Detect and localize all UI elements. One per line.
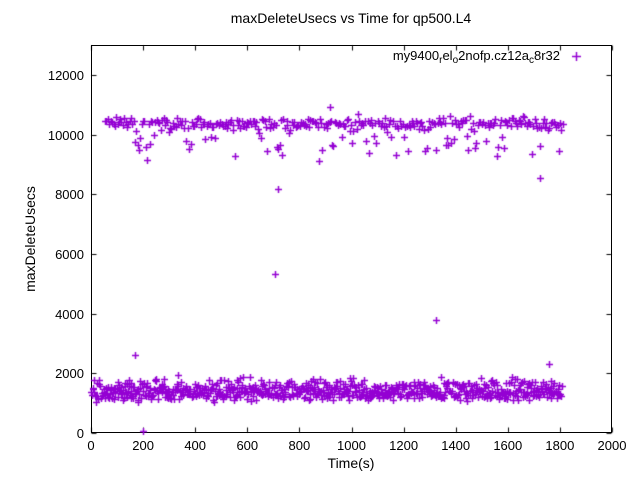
x-tick-label: 0 — [87, 438, 95, 453]
legend-subscript: o — [452, 55, 459, 66]
y-tick-label: 0 — [76, 426, 84, 441]
y-tick-label: 2000 — [55, 366, 84, 382]
legend-segment: 2nofp.cz12a — [458, 48, 529, 63]
y-tick-label: 4000 — [55, 306, 84, 322]
legend-series-label: my9400relo2nofp.cz12ac8r32 — [393, 48, 560, 66]
x-tick-label: 1000 — [337, 438, 366, 453]
x-tick-label: 800 — [288, 438, 311, 453]
x-tick-label: 400 — [184, 438, 207, 453]
legend: my9400relo2nofp.cz12ac8r32 — [393, 48, 582, 66]
y-tick-label: 8000 — [55, 187, 84, 203]
legend-segment: el — [442, 48, 453, 63]
x-tick-label: 1800 — [545, 438, 575, 453]
y-tick-label: 6000 — [55, 246, 84, 262]
x-tick-label: 200 — [132, 438, 154, 453]
x-tick-label: 1600 — [493, 438, 523, 453]
x-tick-label: 1200 — [389, 438, 419, 453]
legend-segment: 8r32 — [533, 48, 560, 63]
legend-subscript: r — [439, 55, 443, 66]
legend-subscript: c — [528, 55, 534, 66]
x-tick-label: 1400 — [441, 438, 471, 453]
legend-segment: my9400 — [392, 48, 440, 63]
plus-marker-icon — [568, 48, 582, 60]
y-tick-label: 12000 — [47, 67, 84, 83]
y-tick-label: 10000 — [47, 127, 84, 143]
x-tick-label: 2000 — [597, 438, 627, 453]
x-tick-label: 600 — [236, 438, 259, 453]
